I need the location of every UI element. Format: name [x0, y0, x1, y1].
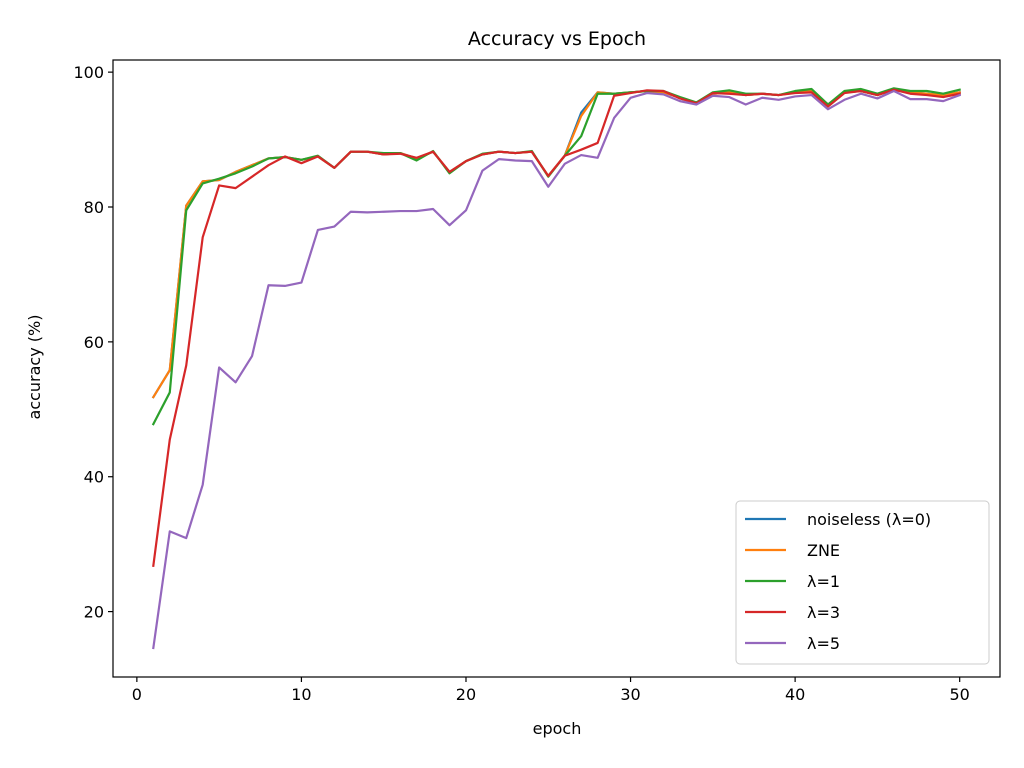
chart-title: Accuracy vs Epoch [468, 28, 646, 50]
legend-label-3: λ=3 [807, 603, 840, 622]
legend-label-1: ZNE [807, 541, 840, 560]
legend-box [735, 500, 990, 665]
y-tick-label: 60 [84, 333, 104, 352]
y-tick-label: 20 [84, 603, 104, 622]
x-tick-label: 50 [950, 685, 970, 704]
legend-label-4: λ=5 [807, 634, 840, 653]
x-tick-label: 10 [291, 685, 311, 704]
y-tick-label: 100 [73, 63, 104, 82]
y-tick-label: 80 [84, 198, 104, 217]
x-tick-label: 0 [132, 685, 142, 704]
x-tick-label: 40 [785, 685, 805, 704]
x-tick-label: 20 [456, 685, 476, 704]
y-axis-label: accuracy (%) [25, 315, 44, 420]
series-line-3 [152, 88, 961, 567]
plot-area [151, 87, 962, 650]
x-tick-label: 30 [620, 685, 640, 704]
axes-frame [112, 59, 1001, 678]
x-axis-label: epoch [533, 719, 582, 738]
legend-label-2: λ=1 [807, 572, 840, 591]
legend-label-0: noiseless (λ=0) [807, 510, 931, 529]
y-tick-label: 40 [84, 468, 104, 487]
legend: noiseless (λ=0) ZNE λ=1 λ=3 λ=5 [735, 500, 990, 665]
axes: 0 10 20 30 40 50 20 40 60 80 100 [73, 59, 1001, 704]
series-line-4 [152, 89, 962, 650]
